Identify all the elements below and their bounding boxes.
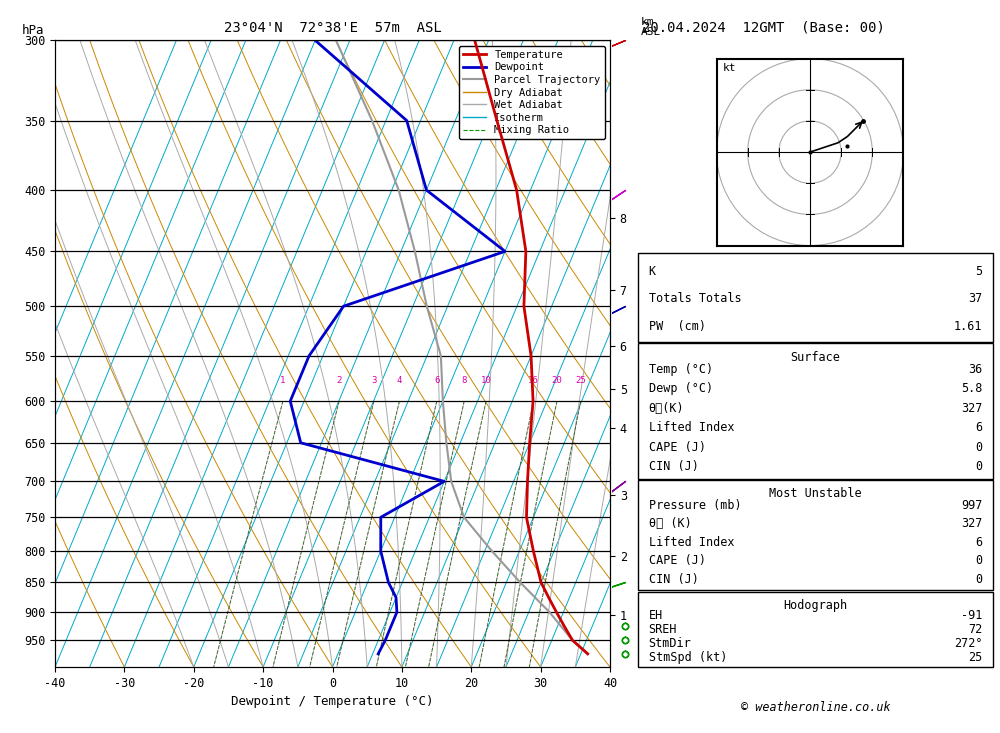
Bar (638, 253, 993, 342)
Text: EH: EH (649, 609, 663, 622)
Text: Hodograph: Hodograph (783, 599, 848, 612)
Text: K: K (649, 265, 656, 278)
Text: 327: 327 (961, 402, 982, 415)
Text: 10: 10 (481, 376, 491, 386)
Text: 6: 6 (975, 536, 982, 549)
Text: 1.61: 1.61 (954, 320, 982, 333)
Text: © weatheronline.co.uk: © weatheronline.co.uk (741, 701, 890, 714)
Text: Dewp (°C): Dewp (°C) (649, 383, 713, 395)
Text: CIN (J): CIN (J) (649, 460, 699, 474)
Text: SREH: SREH (649, 623, 677, 636)
Text: kt: kt (723, 63, 736, 73)
Text: 272°: 272° (954, 637, 982, 650)
Text: Temp (°C): Temp (°C) (649, 363, 713, 376)
Text: 997: 997 (961, 499, 982, 512)
Text: 37: 37 (968, 292, 982, 306)
Text: 25: 25 (968, 652, 982, 664)
Text: Pressure (mb): Pressure (mb) (649, 499, 741, 512)
Text: Most Unstable: Most Unstable (769, 487, 862, 501)
Bar (638, 592, 993, 667)
Text: 0: 0 (975, 554, 982, 567)
Bar (638, 480, 993, 590)
Text: 16: 16 (528, 376, 539, 386)
Text: 5.8: 5.8 (961, 383, 982, 395)
Text: CIN (J): CIN (J) (649, 572, 699, 586)
Text: 2: 2 (336, 376, 342, 386)
Text: PW  (cm): PW (cm) (649, 320, 706, 333)
Text: 1: 1 (280, 376, 286, 386)
Text: Lifted Index: Lifted Index (649, 536, 734, 549)
Text: 8: 8 (462, 376, 467, 386)
Text: km
ASL: km ASL (641, 17, 661, 37)
Text: StmDir: StmDir (649, 637, 691, 650)
Text: 3: 3 (371, 376, 377, 386)
Text: 0: 0 (975, 460, 982, 474)
Text: 6: 6 (434, 376, 439, 386)
Text: 327: 327 (961, 517, 982, 531)
Text: CAPE (J): CAPE (J) (649, 554, 706, 567)
Text: Lifted Index: Lifted Index (649, 421, 734, 435)
Text: 6: 6 (975, 421, 982, 435)
Text: StmSpd (kt): StmSpd (kt) (649, 652, 727, 664)
Text: 25: 25 (575, 376, 586, 386)
Text: 5: 5 (975, 265, 982, 278)
Text: 4: 4 (397, 376, 402, 386)
Text: θᴄ (K): θᴄ (K) (649, 517, 691, 531)
Text: 72: 72 (968, 623, 982, 636)
Bar (638, 343, 993, 479)
Text: 0: 0 (975, 572, 982, 586)
Text: -91: -91 (961, 609, 982, 622)
Text: 36: 36 (968, 363, 982, 376)
Text: Totals Totals: Totals Totals (649, 292, 741, 306)
Text: 20: 20 (552, 376, 562, 386)
Text: θᴄ(K): θᴄ(K) (649, 402, 684, 415)
Text: 0: 0 (975, 441, 982, 454)
X-axis label: Dewpoint / Temperature (°C): Dewpoint / Temperature (°C) (231, 696, 434, 708)
Title: 23°04'N  72°38'E  57m  ASL: 23°04'N 72°38'E 57m ASL (224, 21, 441, 35)
Text: Surface: Surface (791, 350, 840, 364)
Text: CAPE (J): CAPE (J) (649, 441, 706, 454)
Text: 20.04.2024  12GMT  (Base: 00): 20.04.2024 12GMT (Base: 00) (642, 21, 885, 34)
Legend: Temperature, Dewpoint, Parcel Trajectory, Dry Adiabat, Wet Adiabat, Isotherm, Mi: Temperature, Dewpoint, Parcel Trajectory… (459, 45, 605, 139)
Text: hPa: hPa (22, 24, 44, 37)
